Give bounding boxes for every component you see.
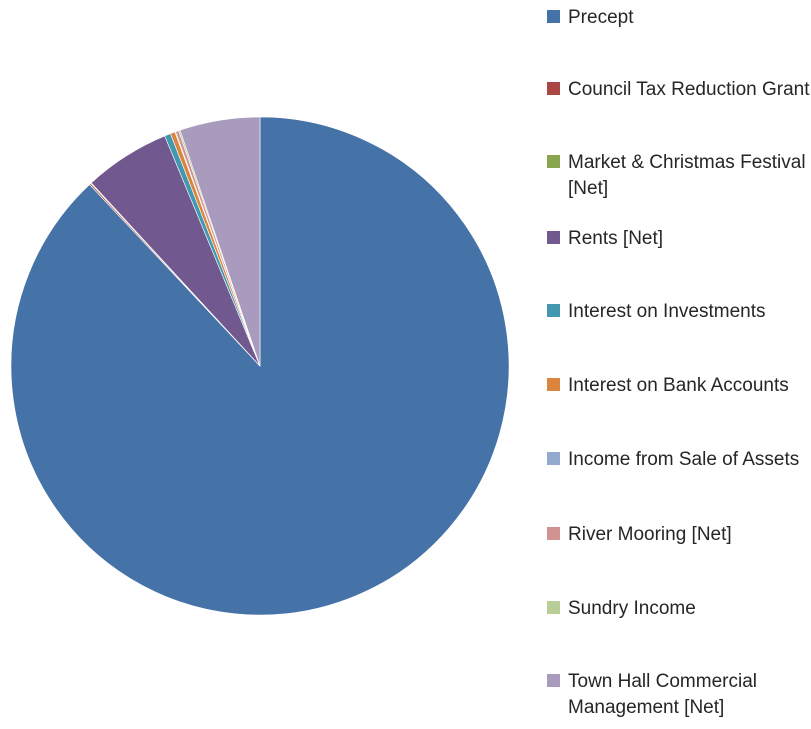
legend-label: Precept [568,7,634,28]
legend-label: Town Hall Commercial Management [Net] [568,671,757,718]
legend-item: Sundry Income [547,596,811,622]
legend-item: Interest on Bank Accounts [547,373,811,399]
legend-swatch [547,10,560,23]
legend-swatch [547,527,560,540]
legend-swatch [547,304,560,317]
legend-swatch [547,82,560,95]
legend-label: Market & Christmas Festival [Net] [568,152,806,199]
legend-item: Rents [Net] [547,226,811,252]
legend-item: River Mooring [Net] [547,522,811,548]
legend-item: Income from Sale of Assets [547,447,811,473]
legend-swatch [547,601,560,614]
legend-label: Sundry Income [568,598,696,619]
legend-swatch [547,452,560,465]
legend-label: Interest on Investments [568,301,766,322]
legend-label: Interest on Bank Accounts [568,375,789,396]
legend-label: Council Tax Reduction Grant [568,79,810,100]
legend-item: Town Hall Commercial Management [Net] [547,669,811,721]
legend-item: Council Tax Reduction Grant [547,77,811,103]
legend-swatch [547,155,560,168]
legend-item: Precept [547,5,811,31]
legend-swatch [547,674,560,687]
legend-label: Rents [Net] [568,228,664,249]
legend-item: Interest on Investments [547,299,811,325]
legend-label: Income from Sale of Assets [568,449,800,470]
legend-swatch [547,231,560,244]
legend-item: Market & Christmas Festival [Net] [547,150,811,202]
legend-label: River Mooring [Net] [568,524,732,545]
pie-slice [179,116,261,367]
legend-swatch [547,378,560,391]
